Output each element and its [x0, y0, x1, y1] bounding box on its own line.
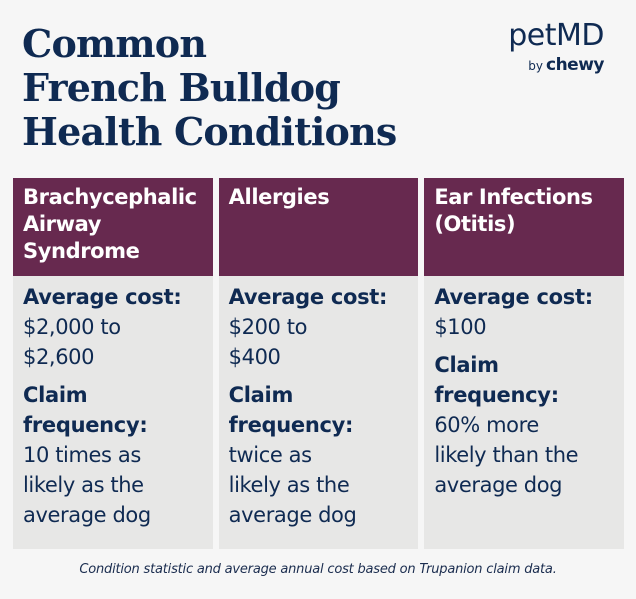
frequency-label: frequency: [434, 383, 559, 407]
cost-value: $2,600 [23, 345, 95, 369]
cost-label: Average cost: [23, 285, 182, 309]
condition-card-brachycephalic: Brachycephalic Airway Syndrome Average c… [13, 178, 213, 549]
brand-name: petMD [508, 18, 604, 53]
frequency-value: likely as the [228, 473, 350, 497]
frequency-value: average dog [434, 473, 563, 497]
frequency-label: Claim [228, 383, 294, 407]
condition-name-line: (Otitis) [434, 212, 516, 236]
cost-value: $100 [434, 315, 487, 339]
condition-details: Average cost: $2,000 to $2,600 Claim fre… [13, 276, 213, 530]
condition-card-allergies: Allergies Average cost: $200 to $400 Cla… [218, 178, 419, 549]
conditions-table: Brachycephalic Airway Syndrome Average c… [13, 178, 625, 549]
frequency-label: frequency: [23, 413, 148, 437]
cost-label: Average cost: [228, 285, 388, 309]
frequency-value: average dog [228, 503, 357, 527]
title-line: Common [22, 21, 207, 66]
condition-name-line: Ear Infections [434, 185, 593, 209]
frequency-label: frequency: [228, 413, 354, 437]
brand-byline: by chewy [508, 56, 604, 75]
cost-value: $2,000 to [23, 315, 121, 339]
condition-details: Average cost: $200 to $400 Claim frequen… [219, 276, 419, 530]
frequency-value: 60% more [434, 413, 539, 437]
source-footnote: Condition statistic and average annual c… [79, 562, 557, 577]
condition-name: Allergies [218, 178, 419, 276]
title-line: Health Conditions [22, 109, 397, 154]
frequency-value: twice as [228, 443, 312, 467]
petmd-logo: petMD by chewy [508, 18, 604, 75]
byline-by: by [528, 59, 543, 73]
frequency-value: 10 times as [23, 443, 141, 467]
frequency-label: Claim [434, 353, 499, 377]
cost-value: $200 to [228, 315, 308, 339]
condition-name: Brachycephalic Airway Syndrome [13, 178, 213, 276]
condition-name-line: Allergies [228, 185, 330, 209]
cost-value: $400 [228, 345, 281, 369]
condition-card-ear-infections: Ear Infections (Otitis) Average cost: $1… [424, 178, 625, 549]
frequency-label: Claim [23, 383, 88, 407]
frequency-value: likely than the [434, 443, 579, 467]
frequency-value: likely as the [23, 473, 144, 497]
condition-name: Ear Infections (Otitis) [424, 178, 625, 276]
title-line: French Bulldog [22, 65, 341, 110]
page-title: Common French Bulldog Health Conditions [22, 22, 397, 154]
condition-name-line: Syndrome [23, 239, 140, 263]
cost-label: Average cost: [434, 285, 593, 309]
chewy-wordmark: chewy [546, 55, 605, 75]
condition-name-line: Airway [23, 212, 102, 236]
condition-details: Average cost: $100 Claim frequency: 60% … [424, 276, 624, 500]
condition-name-line: Brachycephalic [23, 185, 197, 209]
frequency-value: average dog [23, 503, 151, 527]
